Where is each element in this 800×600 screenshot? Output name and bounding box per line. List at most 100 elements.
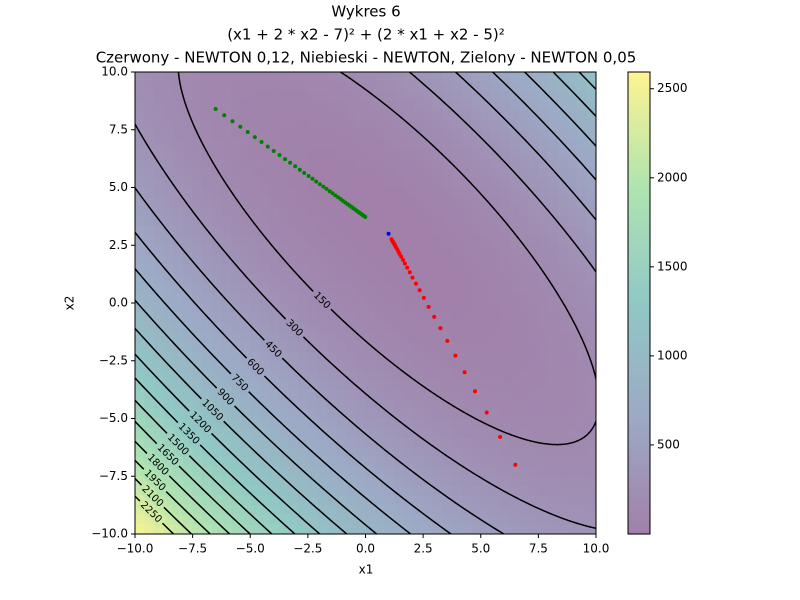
heatmap-cell bbox=[403, 303, 415, 314]
heatmap-cell bbox=[442, 303, 453, 314]
heatmap-cell bbox=[384, 399, 395, 410]
heatmap-cell bbox=[269, 437, 280, 448]
colorbar-tick-label: 2500 bbox=[657, 81, 688, 95]
heatmap-cell bbox=[259, 235, 271, 246]
heatmap-cell bbox=[250, 235, 261, 246]
heatmap-cell bbox=[557, 100, 568, 112]
heatmap-cell bbox=[519, 158, 530, 169]
heatmap-cell bbox=[451, 495, 463, 506]
heatmap-cell bbox=[336, 360, 347, 371]
heatmap-cell bbox=[144, 331, 155, 343]
heatmap-cell bbox=[221, 341, 232, 352]
heatmap-cell bbox=[346, 235, 357, 246]
heatmap-cell bbox=[567, 120, 578, 131]
colorbar-cell bbox=[628, 293, 650, 299]
contour-label-bg bbox=[184, 406, 216, 438]
heatmap-cell bbox=[269, 197, 280, 208]
heatmap-cell bbox=[355, 485, 367, 497]
heatmap-cell bbox=[509, 524, 520, 534]
heatmap-cell bbox=[298, 226, 309, 237]
heatmap-cell bbox=[221, 274, 232, 285]
heatmap-cell bbox=[499, 283, 511, 294]
heatmap-cell bbox=[259, 110, 271, 121]
heatmap-cell bbox=[327, 91, 338, 102]
heatmap-cell bbox=[461, 341, 472, 352]
heatmap-cell bbox=[519, 437, 530, 448]
heatmap-cell bbox=[509, 331, 520, 343]
heatmap-cell bbox=[221, 457, 232, 468]
heatmap-cell bbox=[269, 322, 280, 333]
heatmap-cell bbox=[509, 158, 520, 169]
heatmap-cell bbox=[317, 149, 328, 160]
heatmap-cell bbox=[183, 485, 194, 497]
heatmap-cell bbox=[144, 158, 155, 169]
heatmap-cell bbox=[384, 72, 395, 83]
heatmap-cell bbox=[327, 524, 338, 534]
heatmap-cell bbox=[451, 360, 463, 371]
heatmap-cell bbox=[154, 245, 165, 256]
heatmap-cell bbox=[346, 495, 357, 506]
heatmap-cell bbox=[394, 514, 405, 525]
heatmap-cell bbox=[192, 466, 203, 477]
heatmap-cell bbox=[298, 235, 309, 246]
heatmap-cell bbox=[259, 72, 271, 83]
heatmap-cell bbox=[365, 380, 376, 391]
heatmap-cell bbox=[423, 514, 434, 525]
heatmap-cell bbox=[499, 110, 511, 121]
heatmap-cell bbox=[413, 370, 424, 381]
heatmap-cell bbox=[163, 197, 175, 208]
heatmap-cell bbox=[576, 418, 587, 429]
heatmap-cell bbox=[250, 177, 261, 189]
heatmap-cell bbox=[221, 447, 232, 458]
colorbar-cell bbox=[628, 155, 650, 161]
heatmap-cell bbox=[192, 312, 203, 323]
heatmap-cell bbox=[384, 129, 395, 140]
heatmap-cell bbox=[567, 303, 578, 314]
heatmap-cell bbox=[317, 466, 328, 477]
colorbar-cell bbox=[628, 339, 650, 346]
heatmap-cell bbox=[298, 428, 309, 439]
heatmap-cell bbox=[259, 466, 271, 477]
heatmap-cell bbox=[586, 158, 596, 169]
heatmap-cell bbox=[375, 341, 386, 352]
heatmap-cell bbox=[259, 274, 271, 285]
heatmap-cell bbox=[528, 466, 539, 477]
heatmap-cell bbox=[355, 389, 367, 400]
heatmap-cell bbox=[144, 341, 155, 352]
heatmap-cell bbox=[547, 331, 559, 343]
heatmap-cell bbox=[221, 312, 232, 323]
heatmap-cell bbox=[288, 120, 299, 131]
heatmap-cell bbox=[375, 177, 386, 189]
heatmap-cell bbox=[451, 100, 463, 112]
heatmap-cell bbox=[365, 168, 376, 179]
heatmap-cell bbox=[375, 91, 386, 102]
heatmap-cell bbox=[231, 177, 242, 189]
heatmap-cell bbox=[461, 283, 472, 294]
heatmap-cell bbox=[135, 81, 146, 92]
heatmap-cell bbox=[547, 235, 559, 246]
heatmap-cell bbox=[375, 100, 386, 112]
heatmap-cell bbox=[576, 476, 587, 487]
heatmap-cell bbox=[307, 505, 319, 516]
colorbar-cell bbox=[628, 372, 650, 378]
colorbar-cell bbox=[628, 404, 650, 410]
heatmap-cell bbox=[499, 447, 511, 458]
heatmap-cell bbox=[432, 399, 443, 410]
heatmap-cell bbox=[490, 274, 501, 285]
y-tick-label: 5.0 bbox=[109, 180, 128, 194]
heatmap-cell bbox=[317, 283, 328, 294]
heatmap-cell bbox=[336, 129, 347, 140]
heatmap-cell bbox=[288, 187, 299, 198]
heatmap-cell bbox=[135, 274, 146, 285]
heatmap-cell bbox=[317, 72, 328, 83]
heatmap-cell bbox=[279, 216, 290, 227]
heatmap-cell bbox=[288, 351, 299, 362]
heatmap-cell bbox=[432, 158, 443, 169]
heatmap-cell bbox=[327, 216, 338, 227]
heatmap-cell bbox=[461, 524, 472, 534]
heatmap-cell bbox=[519, 129, 530, 140]
heatmap-cell bbox=[346, 341, 357, 352]
heatmap-cell bbox=[509, 466, 520, 477]
contour-label-bg bbox=[260, 336, 287, 363]
heatmap-cell bbox=[259, 264, 271, 275]
